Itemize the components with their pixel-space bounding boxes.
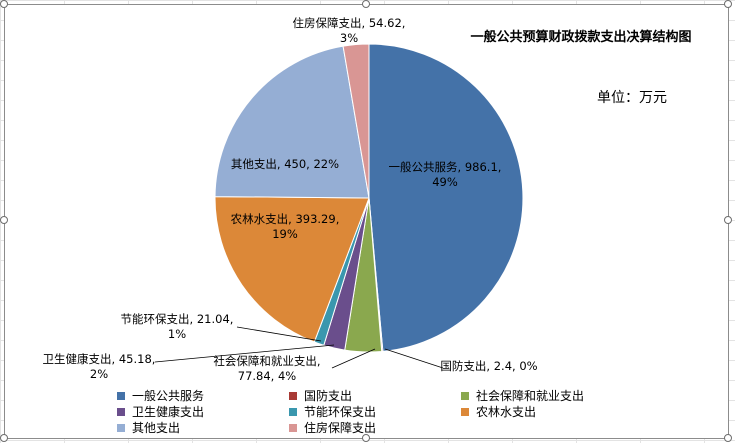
- legend-item-6[interactable]: 其他支出: [117, 420, 289, 435]
- legend-label-7: 住房保障支出: [304, 421, 377, 435]
- data-label-6: 其他支出, 450, 22%: [231, 157, 339, 171]
- resize-handle-top-center[interactable]: [362, 0, 370, 8]
- legend-item-0[interactable]: 一般公共服务: [117, 388, 289, 403]
- chart-title: 一般公共预算财政拨款支出决算结构图: [470, 29, 691, 45]
- unit-label: 单位：万元: [597, 90, 667, 106]
- legend-label-3: 卫生健康支出: [132, 405, 205, 419]
- legend-swatch-6: [117, 423, 125, 432]
- pie-slice-0[interactable]: [368, 43, 524, 352]
- legend-label-6: 其他支出: [132, 421, 181, 435]
- legend-swatch-0: [117, 391, 125, 400]
- pie-slice-6[interactable]: [214, 45, 370, 199]
- legend-swatch-5: [461, 407, 469, 416]
- resize-handle-bottom-left[interactable]: [0, 434, 8, 442]
- legend-swatch-4: [289, 407, 297, 416]
- leader-line-3: [154, 344, 335, 363]
- data-label-5: 农林水支出, 393.29, 19%: [231, 212, 340, 241]
- leader-line-2: [331, 348, 376, 369]
- legend-label-1: 国防支出: [304, 389, 353, 403]
- legend: 一般公共服务 国防支出 社会保障和就业支出卫生健康支出 节能环保支出 农林水支出其他支出…: [117, 388, 677, 435]
- legend-label-5: 农林水支出: [476, 405, 537, 419]
- data-label-4: 节能环保支出, 21.04, 1%: [121, 312, 234, 341]
- leader-line-4: [236, 326, 322, 342]
- resize-handle-middle-left[interactable]: [0, 216, 8, 224]
- data-label-1: 国防支出, 2.4, 0%: [440, 359, 537, 373]
- pie-slice-5[interactable]: [214, 196, 370, 343]
- legend-swatch-1: [289, 391, 297, 400]
- resize-handle-top-left[interactable]: [0, 0, 8, 8]
- data-label-3: 卫生健康支出, 45.18, 2%: [43, 352, 156, 381]
- legend-swatch-7: [289, 423, 297, 432]
- legend-label-2: 社会保障和就业支出: [476, 389, 585, 403]
- leader-line-1: [384, 348, 444, 369]
- legend-item-7[interactable]: 住房保障支出: [289, 420, 461, 435]
- resize-handle-bottom-center[interactable]: [362, 434, 370, 442]
- legend-item-4[interactable]: 节能环保支出: [289, 404, 461, 419]
- resize-handle-middle-right[interactable]: [724, 216, 732, 224]
- pie-slice-7[interactable]: [342, 43, 370, 199]
- data-label-0: 一般公共服务, 986.1, 49%: [389, 160, 502, 189]
- legend-label-4: 节能环保支出: [304, 405, 377, 419]
- resize-handle-top-right[interactable]: [724, 0, 732, 8]
- legend-item-5[interactable]: 农林水支出: [461, 404, 661, 419]
- legend-item-2[interactable]: 社会保障和就业支出: [461, 388, 661, 403]
- legend-item-3[interactable]: 卫生健康支出: [117, 404, 289, 419]
- legend-swatch-3: [117, 407, 125, 416]
- chart-area[interactable]: 一般公共预算财政拨款支出决算结构图一般公共服务, 986.1, 49% 国防支出, …: [4, 4, 729, 439]
- legend-item-1[interactable]: 国防支出: [289, 388, 461, 403]
- data-label-7: 住房保障支出, 54.62, 3%: [293, 16, 406, 45]
- legend-label-0: 一般公共服务: [132, 389, 205, 403]
- data-label-2: 社会保障和就业支出, 77.84, 4%: [213, 354, 320, 383]
- resize-handle-bottom-right[interactable]: [724, 434, 732, 442]
- legend-swatch-2: [461, 391, 469, 400]
